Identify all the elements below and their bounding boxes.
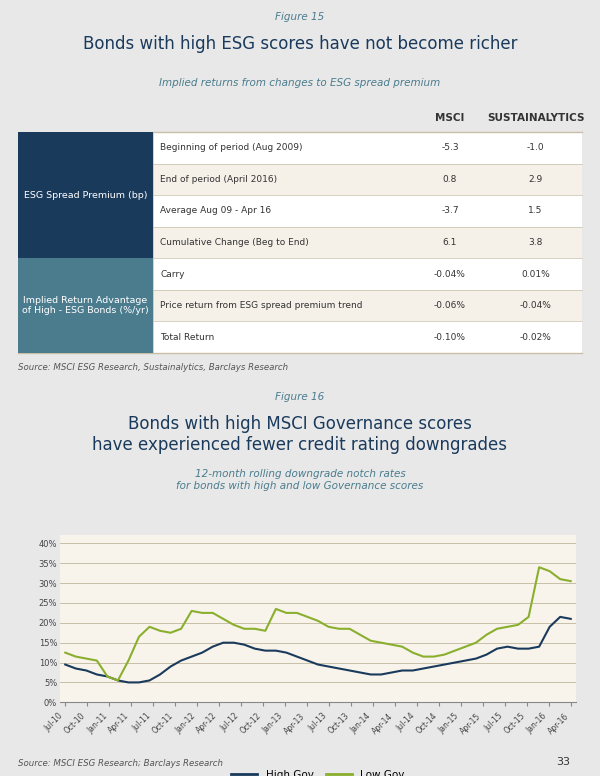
Bar (153, 132, 582, 164)
Bar (153, 164, 582, 195)
Text: -0.10%: -0.10% (434, 333, 466, 341)
Text: End of period (April 2016): End of period (April 2016) (160, 175, 277, 184)
Text: MSCI: MSCI (436, 113, 464, 123)
Bar (153, 321, 582, 353)
Text: Source: MSCI ESG Research; Barclays Research: Source: MSCI ESG Research; Barclays Rese… (18, 759, 223, 768)
Text: 33: 33 (556, 757, 570, 767)
Text: 2.9: 2.9 (529, 175, 542, 184)
Text: -0.04%: -0.04% (434, 269, 466, 279)
Text: -1.0: -1.0 (527, 144, 544, 152)
Text: Figure 16: Figure 16 (275, 392, 325, 402)
Text: -0.02%: -0.02% (520, 333, 551, 341)
Text: 6.1: 6.1 (443, 238, 457, 247)
Text: Bonds with high MSCI Governance scores
have experienced fewer credit rating down: Bonds with high MSCI Governance scores h… (92, 415, 508, 454)
Bar (153, 258, 582, 290)
Text: Cumulative Change (Beg to End): Cumulative Change (Beg to End) (160, 238, 309, 247)
Text: -5.3: -5.3 (441, 144, 459, 152)
Bar (153, 227, 582, 258)
Text: Source: MSCI ESG Research, Sustainalytics, Barclays Research: Source: MSCI ESG Research, Sustainalytic… (18, 363, 288, 372)
Bar (18, 132, 153, 258)
Bar (18, 258, 153, 353)
Text: 12-month rolling downgrade notch rates
for bonds with high and low Governance sc: 12-month rolling downgrade notch rates f… (176, 469, 424, 491)
Text: -0.04%: -0.04% (520, 301, 551, 310)
Text: Figure 15: Figure 15 (275, 12, 325, 22)
Text: Average Aug 09 - Apr 16: Average Aug 09 - Apr 16 (160, 206, 271, 216)
Text: ESG Spread Premium (bp): ESG Spread Premium (bp) (24, 191, 147, 199)
Bar (153, 195, 582, 227)
Text: 3.8: 3.8 (529, 238, 542, 247)
Text: Total Return: Total Return (160, 333, 214, 341)
Text: -3.7: -3.7 (441, 206, 459, 216)
Text: Carry: Carry (160, 269, 185, 279)
Text: Bonds with high ESG scores have not become richer: Bonds with high ESG scores have not beco… (83, 35, 517, 53)
Text: SUSTAINALYTICS: SUSTAINALYTICS (487, 113, 584, 123)
Text: -0.06%: -0.06% (434, 301, 466, 310)
Legend: High Gov, Low Gov: High Gov, Low Gov (227, 765, 409, 776)
Text: Beginning of period (Aug 2009): Beginning of period (Aug 2009) (160, 144, 303, 152)
Text: Implied Return Advantage
of High - ESG Bonds (%/yr): Implied Return Advantage of High - ESG B… (22, 296, 149, 315)
Text: 1.5: 1.5 (529, 206, 542, 216)
Text: 0.8: 0.8 (443, 175, 457, 184)
Bar (153, 290, 582, 321)
Text: 0.01%: 0.01% (521, 269, 550, 279)
Text: Price return from ESG spread premium trend: Price return from ESG spread premium tre… (160, 301, 363, 310)
Text: Implied returns from changes to ESG spread premium: Implied returns from changes to ESG spre… (160, 78, 440, 88)
